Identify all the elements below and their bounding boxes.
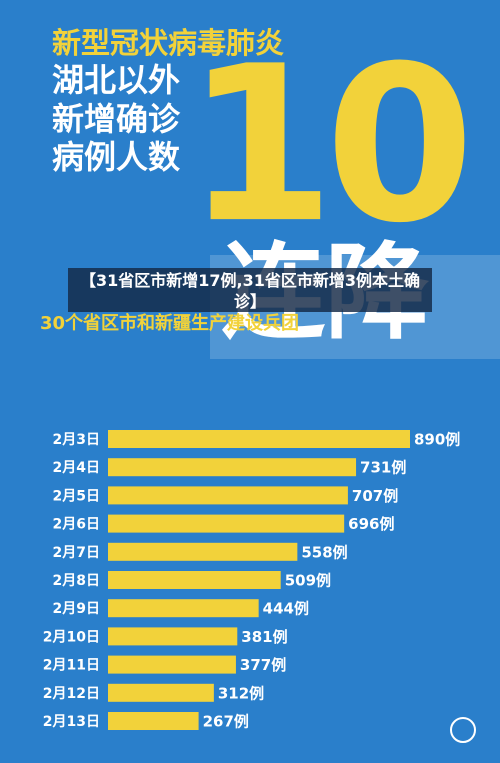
bar — [108, 458, 357, 477]
bar — [108, 599, 259, 618]
title-line: 新增确诊 — [52, 100, 181, 138]
category-label: 2月4日 — [53, 460, 100, 476]
value-label: 731例 — [360, 459, 406, 477]
value-label: 558例 — [301, 543, 347, 561]
value-label: 707例 — [352, 487, 398, 505]
bar — [108, 655, 236, 674]
category-label: 2月13日 — [43, 714, 100, 730]
value-label: 444例 — [263, 600, 309, 618]
logo — [450, 717, 476, 743]
headline: 10 — [185, 19, 465, 270]
value-label: 312例 — [218, 684, 264, 702]
bar — [108, 627, 238, 646]
bar — [108, 683, 214, 702]
title-line: 病例人数 — [52, 138, 181, 176]
category-label: 2月8日 — [53, 573, 100, 589]
title-line: 湖北以外 — [52, 61, 180, 99]
bar — [108, 542, 298, 561]
value-label: 509例 — [285, 572, 331, 590]
value-label: 696例 — [348, 515, 394, 533]
subtitle: 30个省区市和新疆生产建设兵团 — [40, 312, 299, 334]
category-label: 2月5日 — [53, 488, 100, 504]
category-label: 2月7日 — [53, 545, 100, 561]
caption: 【31省区市新增17例,31省区市新增3例本土确诊】 — [68, 268, 432, 312]
bar — [108, 486, 348, 505]
value-label: 890例 — [414, 431, 460, 449]
category-label: 2月6日 — [53, 517, 100, 533]
value-label: 377例 — [240, 656, 286, 674]
bar — [108, 514, 345, 533]
value-label: 381例 — [241, 628, 287, 646]
category-label: 2月11日 — [43, 658, 100, 674]
category-label: 2月10日 — [43, 629, 100, 645]
value-label: 267例 — [203, 713, 249, 731]
category-label: 2月3日 — [53, 432, 100, 448]
bar — [108, 712, 199, 730]
bar — [108, 430, 410, 448]
category-label: 2月12日 — [43, 686, 100, 702]
title-line: 新型冠状病毒肺炎 — [52, 26, 284, 60]
bar — [108, 571, 281, 589]
category-label: 2月9日 — [53, 601, 100, 617]
